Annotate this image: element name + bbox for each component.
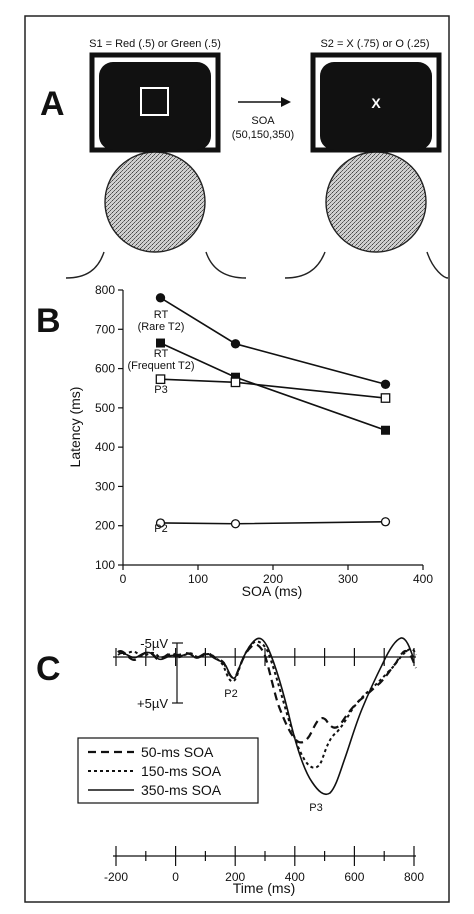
neck-left-shape [65,251,247,279]
soa-values: (50,150,350) [232,129,294,141]
panel-b: B 800 700 600 500 400 300 200 100 0 100 200 300 400… [36,283,433,599]
p2-peak-label: P2 [224,688,237,700]
label-rt-rare-line1: RT [154,309,169,321]
data-point [380,379,391,389]
data-point [381,425,390,435]
x-tick-label: 0 [120,572,127,586]
data-point [230,377,241,388]
neg-amplitude-label: -5µV [140,636,168,651]
data-point [230,519,241,529]
time-ticks: -200 0 200 400 600 800 [104,846,424,884]
y-axis-title: Latency (ms) [67,387,83,468]
y-tick-label: 200 [95,519,115,533]
data-point [155,374,166,385]
head-left [104,151,206,253]
s1-stimulus-square [140,87,169,116]
y-ticks: 800 700 600 500 400 300 200 100 [95,283,123,572]
x-ticks: 0 100 200 300 400 [120,565,433,586]
time-tick-label: -200 [104,870,128,884]
pos-amplitude-label: +5µV [137,696,168,711]
panel-b-letter: B [36,302,61,340]
soa-label: SOA [251,115,275,127]
waveform-350ms [117,637,414,796]
data-point [380,393,391,403]
monitor-right-screen [320,62,432,150]
x-tick-label: 400 [413,572,433,586]
data-point [156,338,165,348]
y-tick-label: 300 [95,479,115,493]
data-point [155,293,166,303]
head-right [325,151,427,253]
y-tick-label: 400 [95,440,115,454]
panel-c: C -5µV +5µV P2 P3 50-ms SOA 150-ms SOA 3… [36,636,424,896]
label-rt-freq-line1: RT [154,348,169,360]
time-tick-label: 600 [344,870,364,884]
y-tick-label: 700 [95,322,115,336]
time-tick-label: 400 [285,870,305,884]
x-axis-title: SOA (ms) [242,583,303,599]
panel-a: A S1 = Red (.5) or Green (.5) S2 = X (.7… [40,38,449,279]
s2-stimulus-x: X [371,95,381,111]
time-tick-label: 200 [225,870,245,884]
y-tick-label: 100 [95,558,115,572]
panel-a-letter: A [40,85,65,123]
data-point [380,517,391,527]
neck-right-shape [284,251,449,279]
data-point [230,339,241,349]
waveform-50ms [117,643,417,744]
viewer-left [65,52,247,279]
soa-arrow-head [281,97,291,107]
data-point [155,518,166,528]
s2-label: S2 = X (.75) or O (.25) [320,38,429,50]
series-line [160,520,386,525]
panel-c-letter: C [36,650,61,688]
figure-border [24,15,450,903]
soa-arrow-group: SOA (50,150,350) [232,97,294,141]
series-layer [155,293,391,529]
x-tick-label: 200 [263,572,283,586]
legend-label-350ms: 350-ms SOA [141,782,222,798]
y-tick-label: 800 [95,283,115,297]
x-tick-label: 300 [338,572,358,586]
series-line [160,378,386,399]
y-tick-label: 500 [95,401,115,415]
label-rt-freq-line2: (Frequent T2) [127,360,194,372]
legend: 50-ms SOA 150-ms SOA 350-ms SOA [77,737,259,804]
monitor-left-screen [99,62,211,150]
y-tick-label: 600 [95,362,115,376]
label-p2: P2 [154,523,167,535]
legend-label-50ms: 50-ms SOA [141,744,214,760]
s1-label: S1 = Red (.5) or Green (.5) [89,38,221,50]
time-tick-label: 0 [172,870,179,884]
label-rt-rare-line2: (Rare T2) [138,321,185,333]
time-axis-title: Time (ms) [233,880,295,896]
viewer-right: X [284,52,449,279]
legend-label-150ms: 150-ms SOA [141,763,222,779]
p3-peak-label: P3 [309,802,322,814]
time-tick-label: 800 [404,870,424,884]
label-p3: P3 [154,384,167,396]
x-tick-label: 100 [188,572,208,586]
